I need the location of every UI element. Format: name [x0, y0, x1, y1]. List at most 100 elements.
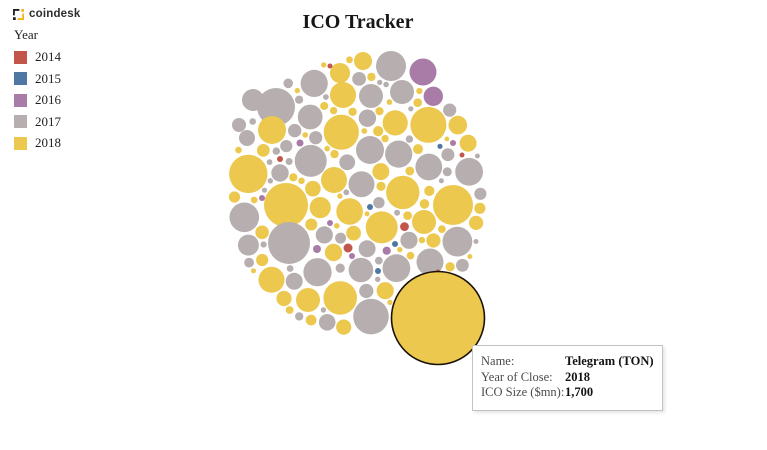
- bubble[interactable]: [419, 199, 430, 209]
- bubble[interactable]: [343, 189, 350, 196]
- bubble[interactable]: [255, 225, 269, 240]
- bubble[interactable]: [346, 225, 361, 241]
- bubble[interactable]: [376, 51, 406, 81]
- bubble-accent[interactable]: [343, 243, 353, 253]
- bubble[interactable]: [286, 265, 294, 272]
- bubble[interactable]: [324, 243, 343, 262]
- bubble[interactable]: [438, 225, 446, 234]
- bubble-accent[interactable]: [327, 220, 333, 226]
- bubble[interactable]: [377, 79, 383, 86]
- bubble-telegram-selected[interactable]: [390, 270, 486, 366]
- bubble[interactable]: [297, 104, 323, 130]
- bubble[interactable]: [309, 131, 323, 145]
- bubble[interactable]: [337, 193, 343, 199]
- bubble-accent[interactable]: [375, 268, 381, 274]
- bubble[interactable]: [285, 306, 294, 314]
- bubble-accent[interactable]: [277, 156, 283, 162]
- bubble[interactable]: [256, 144, 270, 157]
- bubble[interactable]: [323, 281, 358, 315]
- bubble[interactable]: [415, 153, 443, 181]
- bubble[interactable]: [228, 191, 241, 203]
- bubble[interactable]: [272, 147, 280, 155]
- bubble[interactable]: [386, 99, 393, 105]
- bubble[interactable]: [416, 248, 444, 276]
- bubble[interactable]: [296, 288, 320, 312]
- bubble[interactable]: [229, 202, 260, 233]
- bubble[interactable]: [375, 276, 381, 282]
- bubble[interactable]: [385, 140, 413, 168]
- bubble[interactable]: [474, 202, 486, 214]
- bubble[interactable]: [289, 173, 298, 182]
- bubble[interactable]: [382, 110, 408, 136]
- bubble[interactable]: [330, 63, 350, 83]
- bubble[interactable]: [232, 118, 246, 132]
- bubble[interactable]: [295, 312, 304, 321]
- bubble[interactable]: [361, 128, 368, 134]
- bubble[interactable]: [469, 215, 484, 230]
- bubble[interactable]: [408, 106, 414, 112]
- bubble[interactable]: [256, 253, 269, 267]
- bubble[interactable]: [321, 167, 347, 193]
- bubble[interactable]: [261, 187, 268, 193]
- bubble[interactable]: [330, 149, 339, 159]
- bubble[interactable]: [242, 89, 264, 111]
- bubble-accent[interactable]: [313, 245, 321, 253]
- bubble[interactable]: [365, 211, 398, 244]
- bubble[interactable]: [383, 81, 389, 88]
- bubble[interactable]: [405, 135, 414, 143]
- bubble[interactable]: [441, 148, 455, 162]
- bubble[interactable]: [305, 180, 321, 197]
- bubble[interactable]: [335, 232, 347, 244]
- bubble[interactable]: [376, 181, 386, 191]
- bubble[interactable]: [405, 166, 415, 176]
- bubble[interactable]: [348, 257, 374, 283]
- coindesk-logo[interactable]: coindesk: [13, 8, 80, 20]
- bubble[interactable]: [276, 290, 292, 307]
- bubble[interactable]: [358, 109, 377, 127]
- bubble[interactable]: [444, 136, 450, 142]
- bubble[interactable]: [329, 106, 338, 115]
- bubble[interactable]: [305, 314, 317, 326]
- bubble[interactable]: [375, 107, 384, 116]
- bubble[interactable]: [324, 145, 330, 152]
- bubble[interactable]: [418, 236, 426, 244]
- bubble-accent[interactable]: [392, 241, 398, 247]
- bubble[interactable]: [294, 87, 300, 94]
- bubble[interactable]: [381, 134, 389, 143]
- bubble[interactable]: [323, 114, 359, 150]
- bubble[interactable]: [300, 69, 328, 97]
- bubble[interactable]: [386, 175, 420, 210]
- bubble[interactable]: [260, 241, 267, 248]
- bubble[interactable]: [382, 246, 391, 255]
- bubble[interactable]: [335, 263, 345, 273]
- bubble[interactable]: [373, 197, 385, 209]
- bubble[interactable]: [426, 233, 441, 248]
- bubble[interactable]: [251, 268, 256, 274]
- bubble[interactable]: [373, 126, 384, 137]
- bubble[interactable]: [358, 240, 376, 258]
- bubble[interactable]: [352, 72, 366, 86]
- bubble[interactable]: [305, 218, 318, 231]
- bubble[interactable]: [433, 185, 473, 225]
- bubble[interactable]: [413, 98, 423, 107]
- bubble[interactable]: [374, 256, 383, 265]
- bubble[interactable]: [376, 282, 394, 300]
- bubble[interactable]: [442, 226, 473, 257]
- bubble[interactable]: [302, 132, 309, 138]
- bubble[interactable]: [474, 187, 487, 200]
- bubble[interactable]: [280, 140, 293, 153]
- bubble[interactable]: [445, 262, 455, 272]
- bubble[interactable]: [412, 210, 436, 234]
- bubble[interactable]: [295, 95, 304, 104]
- bubble[interactable]: [244, 257, 255, 268]
- bubble[interactable]: [400, 222, 409, 232]
- bubble[interactable]: [397, 246, 403, 253]
- bubble[interactable]: [336, 319, 352, 335]
- bubble[interactable]: [235, 146, 242, 154]
- bubble[interactable]: [271, 164, 289, 182]
- bubble[interactable]: [456, 258, 469, 272]
- bubble[interactable]: [448, 115, 468, 135]
- bubble[interactable]: [459, 134, 477, 152]
- bubble[interactable]: [353, 298, 389, 335]
- bubble[interactable]: [346, 56, 353, 64]
